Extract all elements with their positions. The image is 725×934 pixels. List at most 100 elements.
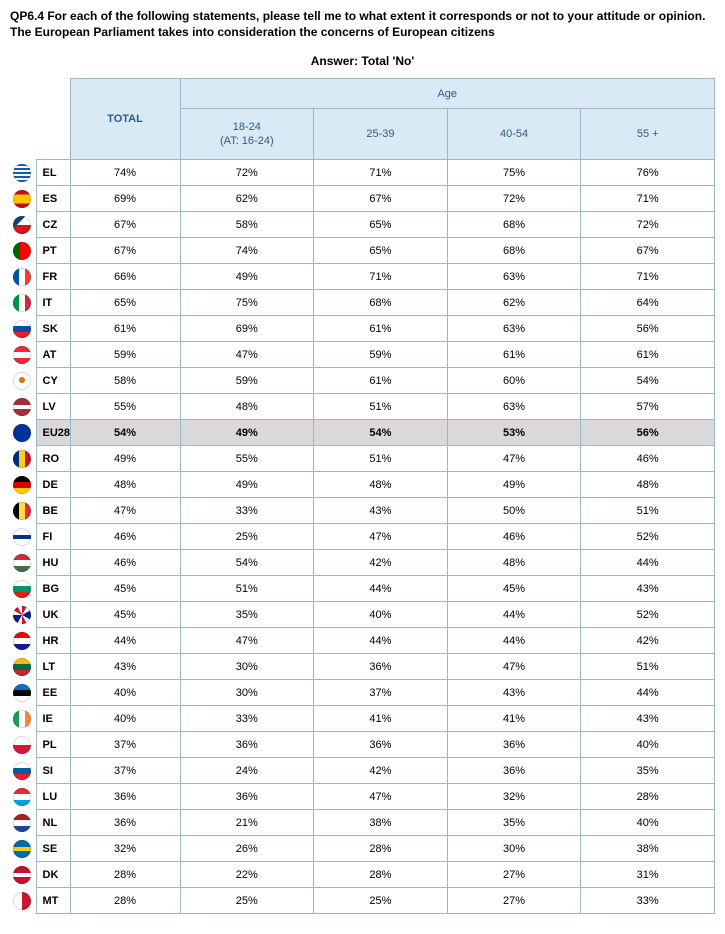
value-total: 49%	[70, 446, 180, 472]
table-row: FR66%49%71%63%71%	[10, 264, 715, 290]
table-row: IE40%33%41%41%43%	[10, 706, 715, 732]
value-age-1: 42%	[314, 758, 448, 784]
country-code: HU	[36, 550, 70, 576]
value-age-0: 21%	[180, 810, 314, 836]
flag-icon-bg	[13, 580, 31, 598]
flag-cell	[10, 784, 36, 810]
value-age-3: 57%	[581, 394, 715, 420]
flag-cell	[10, 550, 36, 576]
value-total: 28%	[70, 862, 180, 888]
value-total: 45%	[70, 602, 180, 628]
country-code: BE	[36, 498, 70, 524]
flag-cell	[10, 498, 36, 524]
flag-icon-dk	[13, 866, 31, 884]
flag-cell	[10, 706, 36, 732]
flag-cell	[10, 238, 36, 264]
table-row: PT67%74%65%68%67%	[10, 238, 715, 264]
value-age-3: 56%	[581, 420, 715, 446]
value-age-0: 74%	[180, 238, 314, 264]
header-age-3: 55 +	[581, 108, 715, 160]
value-age-0: 49%	[180, 264, 314, 290]
value-total: 37%	[70, 732, 180, 758]
value-age-3: 43%	[581, 576, 715, 602]
value-age-1: 28%	[314, 862, 448, 888]
value-age-1: 68%	[314, 290, 448, 316]
flag-cell	[10, 576, 36, 602]
country-code: CY	[36, 368, 70, 394]
table-row: EE40%30%37%43%44%	[10, 680, 715, 706]
value-age-3: 67%	[581, 238, 715, 264]
header-age-1: 25-39	[314, 108, 448, 160]
value-age-1: 44%	[314, 628, 448, 654]
value-age-3: 40%	[581, 732, 715, 758]
flag-icon-si	[13, 762, 31, 780]
flag-cell	[10, 290, 36, 316]
value-age-3: 46%	[581, 446, 715, 472]
table-row: IT65%75%68%62%64%	[10, 290, 715, 316]
value-age-3: 44%	[581, 680, 715, 706]
table-row: EL74%72%71%75%76%	[10, 160, 715, 186]
value-age-3: 35%	[581, 758, 715, 784]
value-age-0: 25%	[180, 888, 314, 914]
value-age-2: 35%	[447, 810, 581, 836]
country-code: EL	[36, 160, 70, 186]
value-age-0: 54%	[180, 550, 314, 576]
country-code: HR	[36, 628, 70, 654]
flag-cell	[10, 524, 36, 550]
value-age-1: 42%	[314, 550, 448, 576]
table-row: AT59%47%59%61%61%	[10, 342, 715, 368]
flag-cell	[10, 186, 36, 212]
country-code: LU	[36, 784, 70, 810]
value-age-2: 46%	[447, 524, 581, 550]
value-age-0: 75%	[180, 290, 314, 316]
value-age-3: 31%	[581, 862, 715, 888]
value-total: 74%	[70, 160, 180, 186]
flag-icon-eu28	[13, 424, 31, 442]
value-age-2: 63%	[447, 394, 581, 420]
country-code: DK	[36, 862, 70, 888]
value-age-2: 48%	[447, 550, 581, 576]
value-age-1: 41%	[314, 706, 448, 732]
value-age-2: 44%	[447, 628, 581, 654]
country-code: FR	[36, 264, 70, 290]
country-code: EU28	[36, 420, 70, 446]
value-total: 44%	[70, 628, 180, 654]
header-total: TOTAL	[70, 79, 180, 160]
question-text: QP6.4 For each of the following statemen…	[10, 8, 715, 40]
flag-icon-it	[13, 294, 31, 312]
country-code: ES	[36, 186, 70, 212]
value-age-0: 48%	[180, 394, 314, 420]
value-age-0: 51%	[180, 576, 314, 602]
table-row: EU2854%49%54%53%56%	[10, 420, 715, 446]
header-age-2: 40-54	[447, 108, 581, 160]
flag-icon-hu	[13, 554, 31, 572]
value-age-1: 36%	[314, 654, 448, 680]
value-total: 48%	[70, 472, 180, 498]
value-age-2: 60%	[447, 368, 581, 394]
flag-icon-lv	[13, 398, 31, 416]
value-age-2: 68%	[447, 212, 581, 238]
flag-icon-ie	[13, 710, 31, 728]
flag-cell	[10, 654, 36, 680]
flag-cell	[10, 342, 36, 368]
flag-icon-lu	[13, 788, 31, 806]
value-total: 69%	[70, 186, 180, 212]
table-row: LV55%48%51%63%57%	[10, 394, 715, 420]
flag-cell	[10, 680, 36, 706]
table-row: BE47%33%43%50%51%	[10, 498, 715, 524]
value-age-1: 61%	[314, 316, 448, 342]
value-age-1: 51%	[314, 394, 448, 420]
flag-cell	[10, 888, 36, 914]
flag-cell	[10, 628, 36, 654]
flag-cell	[10, 758, 36, 784]
value-age-1: 51%	[314, 446, 448, 472]
value-total: 58%	[70, 368, 180, 394]
value-age-1: 44%	[314, 576, 448, 602]
table-row: UK45%35%40%44%52%	[10, 602, 715, 628]
value-age-1: 37%	[314, 680, 448, 706]
country-code: PL	[36, 732, 70, 758]
value-age-0: 24%	[180, 758, 314, 784]
flag-icon-hr	[13, 632, 31, 650]
value-age-2: 53%	[447, 420, 581, 446]
value-total: 32%	[70, 836, 180, 862]
